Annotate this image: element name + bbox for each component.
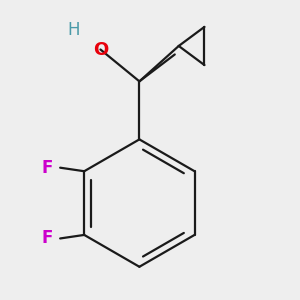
Text: F: F — [42, 230, 53, 247]
Text: F: F — [42, 159, 53, 177]
Text: H: H — [67, 21, 80, 39]
Text: O: O — [93, 40, 108, 58]
